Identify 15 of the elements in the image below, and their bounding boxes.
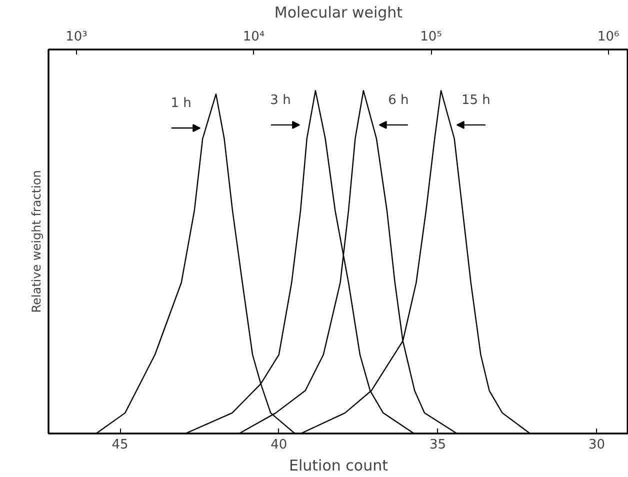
x2-tick-label: 10³	[66, 30, 88, 44]
x2-axis-title: Molecular weight	[274, 4, 403, 22]
x-axis-title: Elution count	[289, 456, 388, 474]
series-label: 15 h	[461, 92, 490, 108]
x2-tick-label: 10⁶	[597, 30, 620, 44]
x-tick-label: 35	[430, 438, 446, 452]
y-axis-title: Relative weight fraction	[30, 170, 44, 313]
series-label: 3 h	[270, 92, 291, 108]
x-tick-label: 30	[588, 438, 605, 452]
x2-tick-label: 10⁵	[420, 30, 442, 44]
x-tick-label: 40	[270, 438, 288, 452]
x-tick-label: 45	[112, 438, 128, 452]
x2-tick-label: 10⁴	[242, 30, 265, 44]
series-label: 6 h	[388, 92, 409, 108]
series-label: 1 h	[170, 96, 192, 112]
